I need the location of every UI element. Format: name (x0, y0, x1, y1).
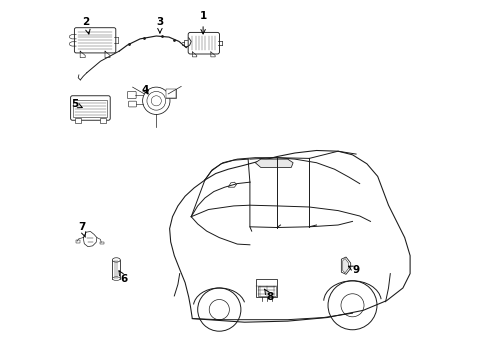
FancyBboxPatch shape (128, 101, 136, 107)
Bar (101, 242, 104, 244)
Text: 1: 1 (199, 11, 206, 34)
Text: 2: 2 (82, 17, 90, 34)
Bar (76, 240, 80, 243)
FancyBboxPatch shape (127, 91, 136, 99)
Bar (112, 260, 120, 279)
Ellipse shape (112, 277, 120, 280)
Bar (257, 285, 275, 296)
Bar (100, 118, 106, 123)
Text: 9: 9 (348, 265, 359, 275)
Text: 4: 4 (142, 85, 149, 95)
Polygon shape (341, 257, 350, 274)
FancyBboxPatch shape (74, 28, 116, 53)
Bar (256, 279, 277, 297)
Polygon shape (228, 182, 236, 187)
FancyBboxPatch shape (70, 96, 110, 120)
Polygon shape (169, 150, 409, 322)
Text: 8: 8 (264, 289, 273, 302)
Text: 5: 5 (72, 99, 82, 109)
Polygon shape (255, 159, 292, 167)
Polygon shape (342, 258, 348, 273)
FancyBboxPatch shape (165, 89, 176, 98)
Text: 6: 6 (119, 271, 127, 284)
Text: 7: 7 (78, 222, 85, 237)
FancyBboxPatch shape (165, 89, 176, 98)
Bar (75, 118, 81, 123)
FancyBboxPatch shape (73, 100, 107, 117)
FancyBboxPatch shape (188, 32, 219, 54)
Ellipse shape (112, 258, 120, 262)
Text: 3: 3 (156, 17, 163, 33)
